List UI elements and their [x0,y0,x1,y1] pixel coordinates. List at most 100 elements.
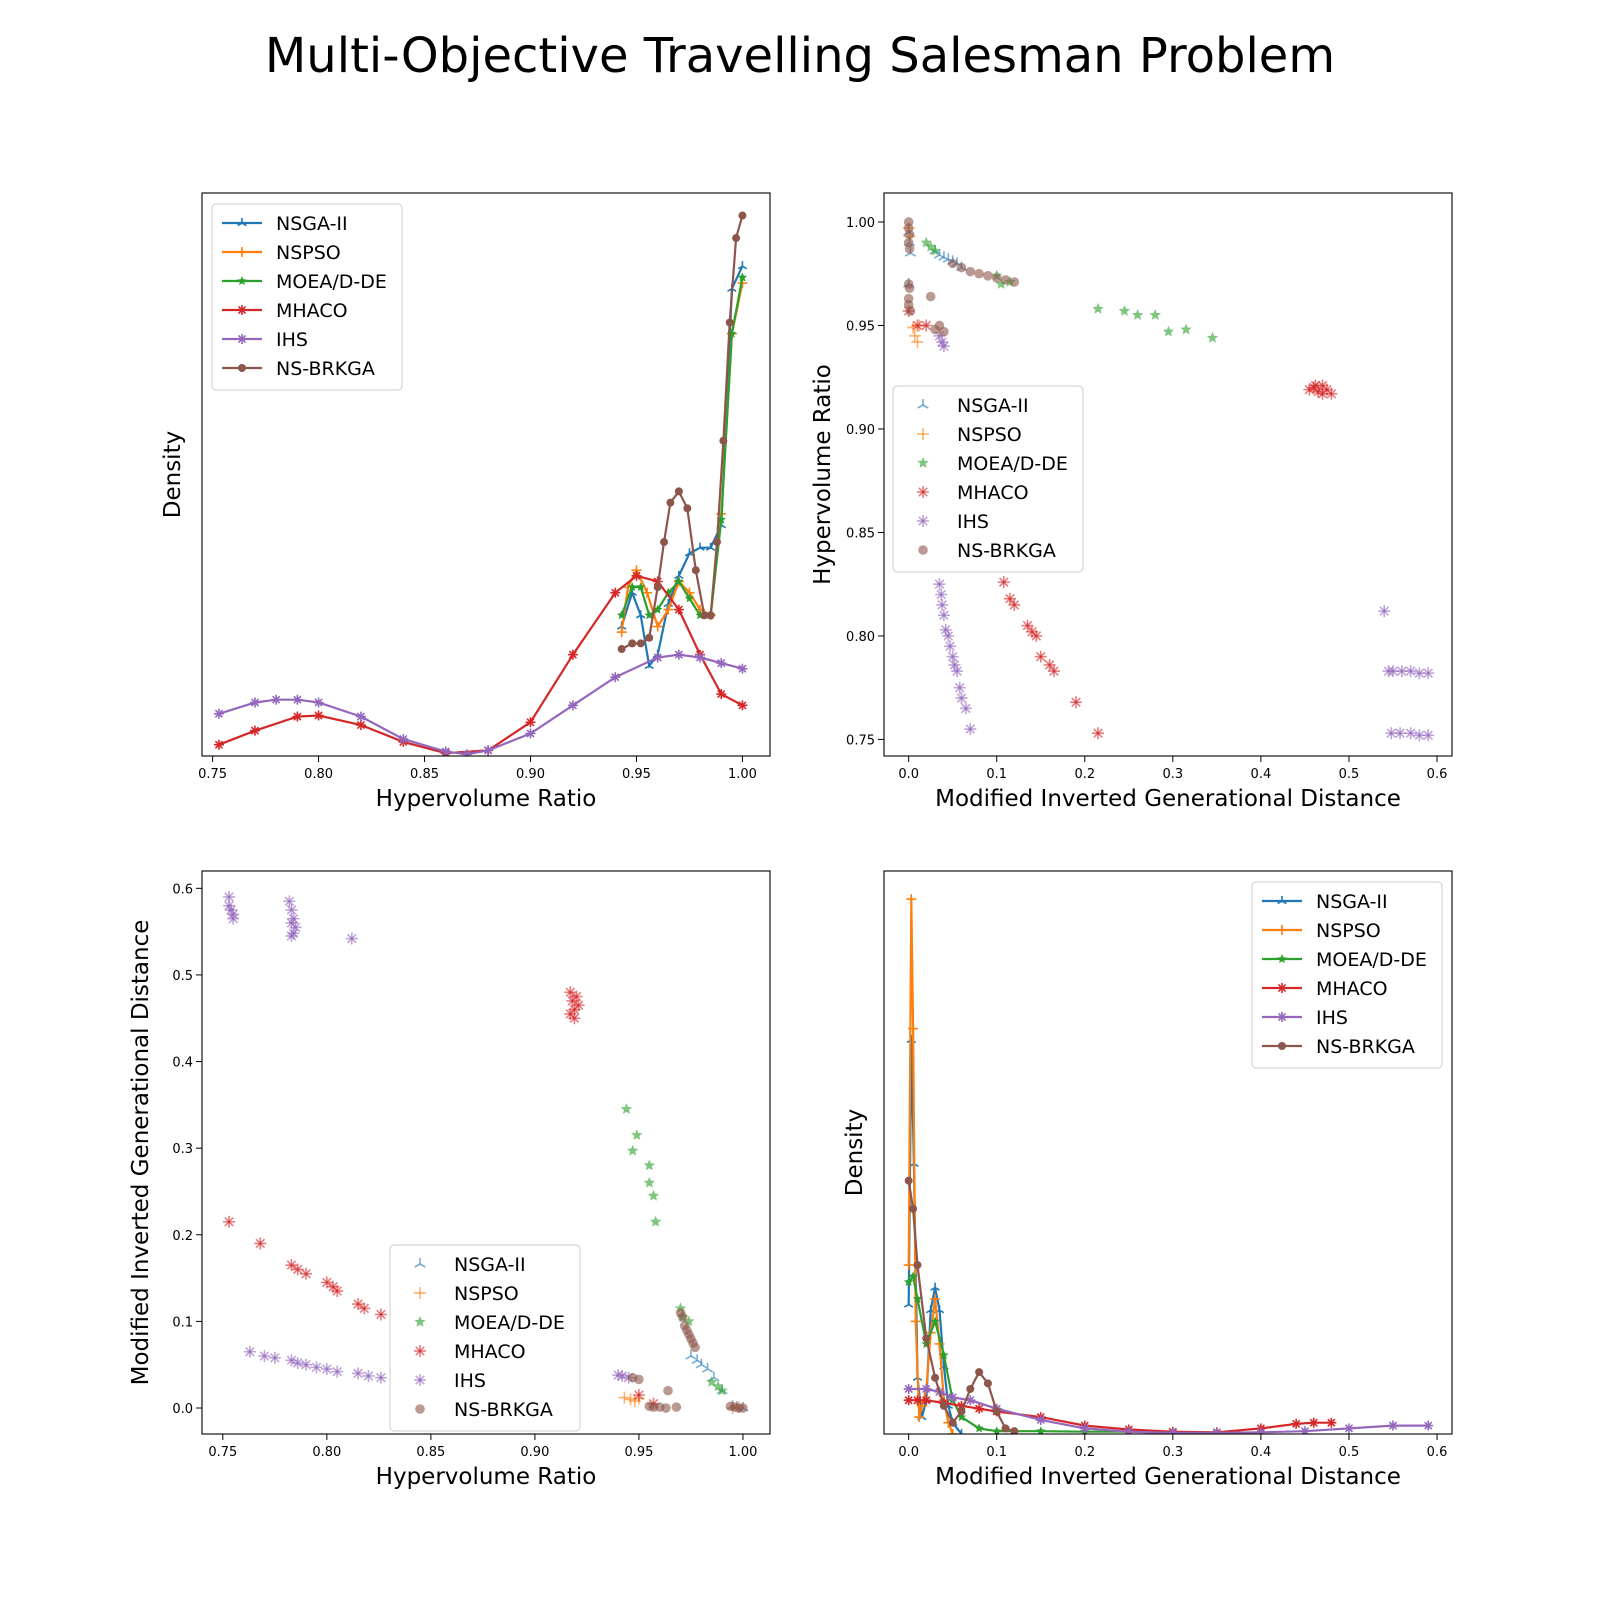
point-moea-d-de [652,604,663,614]
y-tick-label: 0.75 [846,733,875,748]
point-ihs [1404,727,1417,740]
point-ihs [959,702,972,715]
point-ns-brkga [732,234,741,243]
point-nspso [903,1260,914,1271]
point-ihs [271,694,282,705]
point-ns-brkga [922,1334,931,1343]
legend-marker-ihs [1277,1012,1287,1022]
point-ns-brkga [992,1407,1001,1416]
point-ihs [951,665,964,678]
point-ns-brkga [905,306,916,316]
point-ns-brkga [925,291,936,302]
point-mhaco [249,725,260,736]
point-mhaco [1008,598,1021,611]
point-nspso [910,1316,921,1327]
point-ihs [258,1350,271,1363]
x-tick-label: 0.3 [1162,767,1183,782]
legend-marker-moea-d-de [237,276,247,285]
legend-label-moea-d-de: MOEA/D-DE [957,453,1068,475]
point-ihs [291,1356,304,1369]
legend-label-nsga-ii: NSGA-II [276,213,348,235]
legend-marker-nspso [917,428,929,440]
point-moea-d-de [643,1176,655,1188]
y-tick-label: 0.2 [172,1229,193,1244]
legend-marker-moea-d-de [414,1316,426,1327]
y-axis-label: Modified Inverted Generational Distance [128,920,154,1386]
legend-marker-mhaco [1277,983,1287,993]
point-moea-d-de [1131,309,1144,320]
point-moea-d-de [974,1423,984,1433]
point-ihs [483,745,494,756]
point-mhaco [1316,379,1329,392]
point-moea-d-de [706,1376,718,1387]
point-nsga-ii [930,1282,940,1291]
point-ihs [1386,665,1399,678]
point-ns-brkga [690,1342,700,1353]
point-mhaco [610,587,621,598]
x-tick-label: 0.3 [1162,1445,1183,1460]
x-tick-label: 0.80 [312,1445,341,1460]
x-tick-label: 1.00 [728,1445,757,1460]
point-ihs [1423,1420,1434,1431]
point-moea-d-de [930,1316,940,1326]
y-tick-label: 0.4 [172,1056,193,1071]
point-moea-d-de [903,1277,914,1286]
legend-label-moea-d-de: MOEA/D-DE [454,1312,565,1334]
point-mhaco [568,1012,581,1025]
legend-marker-ns-brkga [238,364,246,372]
point-mhaco [358,1302,371,1315]
point-ns-brkga [948,1418,957,1427]
x-tick-label: 0.5 [1339,1445,1360,1460]
point-nsga-ii [701,1363,714,1373]
point-ihs [398,734,409,745]
legend-label-mhaco: MHACO [1316,978,1388,1000]
x-tick-label: 0.95 [622,767,651,782]
point-ihs [567,700,578,711]
series-line-ihs [908,1387,1429,1434]
point-ihs [243,1345,256,1358]
legend: NSGA-II NSPSO MOEA/D-DE MHACO IHS NS-BRKGA [389,1244,581,1432]
point-mhaco [331,1285,344,1298]
x-tick-label: 0.85 [410,767,439,782]
y-axis-label: Density [160,431,186,518]
x-tick-label: 0.75 [208,1445,237,1460]
point-moea-d-de [992,1426,1002,1434]
legend-box [892,385,1084,573]
x-tick-label: 0.90 [516,767,545,782]
point-mhaco [1069,696,1082,709]
legend-label-nsga-ii: NSGA-II [957,395,1029,417]
point-mhaco [300,1267,313,1280]
point-ihs [1394,727,1407,740]
x-tick-label: 0.4 [1251,1445,1272,1460]
point-ihs [285,916,298,929]
point-ns-brkga [666,498,675,507]
point-ihs [964,723,977,736]
point-ns-brkga [661,1403,671,1413]
y-tick-label: 0.1 [172,1315,193,1330]
point-ns-brkga [939,326,949,337]
x-axis-label: Hypervolume Ratio [376,1464,597,1490]
legend-marker-nspso [414,1287,426,1299]
chart-kde-migd: 0.0 0.1 0.2 0.3 0.4 0.5 0.6 Modified Inverted G… [842,870,1453,1490]
point-ns-brkga [617,645,626,654]
legend-label-ihs: IHS [276,329,308,351]
legend: NSGA-II NSPSO MOEA/D-DE MHACO IHS NS-BRKGA [1251,881,1443,1069]
point-ihs [285,929,298,942]
point-moea-d-de [1180,323,1192,335]
series-line-ns-brkga [907,1180,1015,1433]
legend-label-nsga-ii: NSGA-II [454,1254,526,1276]
point-ns-brkga [660,538,669,547]
point-moea-d-de [929,245,941,256]
point-ns-brkga [653,583,662,592]
y-tick-label: 0.80 [846,630,875,645]
point-ihs [737,663,748,674]
point-ns-brkga [913,1261,922,1270]
x-tick-label: 0.2 [1074,767,1095,782]
point-moea-d-de [663,587,673,597]
point-ihs [937,609,950,622]
point-mhaco [1325,387,1338,400]
point-ihs [213,708,224,719]
point-nsga-ii [635,610,646,619]
point-mhaco [1003,592,1016,605]
point-ihs [1422,729,1435,742]
